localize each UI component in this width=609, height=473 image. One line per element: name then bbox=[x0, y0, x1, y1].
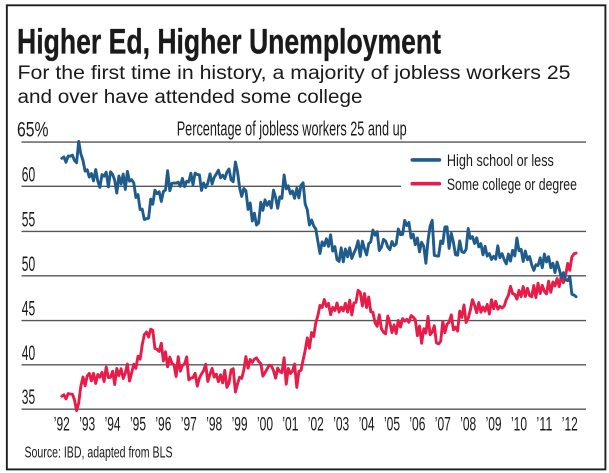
svg-text:Percentage of jobless workers: Percentage of jobless workers 25 and up bbox=[177, 118, 407, 140]
svg-text:Higher Ed, Higher Unemployment: Higher Ed, Higher Unemployment bbox=[17, 22, 441, 62]
svg-text:Some college or degree: Some college or degree bbox=[447, 175, 577, 194]
svg-text:’08: ’08 bbox=[460, 415, 476, 436]
svg-text:35: 35 bbox=[22, 385, 35, 409]
svg-text:50: 50 bbox=[22, 252, 35, 276]
svg-text:’93: ’93 bbox=[79, 415, 95, 436]
svg-text:’06: ’06 bbox=[409, 415, 425, 436]
svg-text:’99: ’99 bbox=[232, 415, 248, 436]
svg-text:’11: ’11 bbox=[536, 415, 552, 436]
svg-text:’01: ’01 bbox=[282, 415, 298, 436]
svg-text:’09: ’09 bbox=[486, 415, 502, 436]
svg-text:’03: ’03 bbox=[333, 415, 349, 436]
svg-text:45: 45 bbox=[22, 297, 35, 321]
svg-text:’02: ’02 bbox=[308, 415, 324, 436]
svg-text:’94: ’94 bbox=[105, 415, 121, 436]
svg-text:’96: ’96 bbox=[155, 415, 171, 436]
svg-text:’12: ’12 bbox=[562, 415, 578, 436]
svg-text:65%: 65% bbox=[17, 117, 49, 141]
svg-text:’07: ’07 bbox=[435, 415, 451, 436]
svg-text:’10: ’10 bbox=[511, 415, 527, 436]
svg-text:60: 60 bbox=[22, 162, 35, 186]
svg-text:For the first time in history,: For the first time in history, a majorit… bbox=[18, 63, 571, 84]
svg-text:55: 55 bbox=[22, 207, 35, 231]
svg-text:and over have attended some co: and over have attended some college bbox=[18, 87, 363, 108]
svg-text:’98: ’98 bbox=[206, 415, 222, 436]
svg-text:’92: ’92 bbox=[54, 415, 70, 436]
svg-text:’00: ’00 bbox=[257, 415, 273, 436]
svg-text:Source: IBD, adapted from BLS: Source: IBD, adapted from BLS bbox=[25, 445, 173, 462]
svg-text:’04: ’04 bbox=[359, 415, 375, 436]
svg-text:High school or less: High school or less bbox=[447, 151, 554, 170]
svg-text:’97: ’97 bbox=[181, 415, 197, 436]
svg-text:40: 40 bbox=[22, 341, 35, 365]
svg-text:’95: ’95 bbox=[130, 415, 146, 436]
svg-text:’05: ’05 bbox=[384, 415, 400, 436]
